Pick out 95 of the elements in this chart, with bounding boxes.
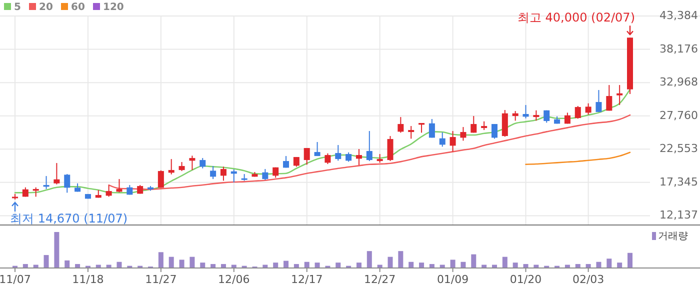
x-tick-label: 11/07: [0, 273, 31, 286]
legend-label: 120: [103, 2, 124, 13]
bar: [628, 252, 632, 268]
candlestick: [324, 152, 331, 165]
candlestick: [470, 116, 477, 134]
candlestick: [387, 136, 394, 162]
candlestick: [178, 162, 185, 172]
x-tick-label: 01/20: [510, 273, 542, 286]
candlestick: [398, 116, 404, 134]
candlestick: [574, 106, 581, 120]
bar: [617, 262, 622, 268]
candlestick: [356, 148, 362, 166]
candlestick: [596, 90, 602, 113]
candlestick: [439, 132, 446, 148]
bar: [388, 256, 393, 268]
candlestick: [168, 158, 174, 175]
candlestick: [502, 110, 508, 138]
bar: [179, 260, 184, 268]
y-tick-label: 22,553: [660, 142, 698, 156]
bar: [419, 262, 424, 268]
candlestick: [220, 166, 226, 182]
bar: [190, 256, 195, 268]
candlestick: [544, 110, 550, 124]
candlestick: [418, 122, 425, 134]
candlestick: [522, 104, 529, 119]
candlestick: [428, 118, 435, 138]
bar: [158, 252, 164, 268]
bar: [502, 256, 508, 268]
candlestick: [366, 130, 372, 162]
candlestick: [189, 155, 196, 171]
legend-label: 20: [39, 2, 53, 13]
y-tick-label: 32,968: [660, 76, 698, 89]
bar: [596, 262, 602, 268]
candlestick: [32, 186, 39, 198]
candlestick: [106, 184, 112, 198]
candlestick: [158, 170, 164, 188]
annotation: 최저 14,670 (11/07): [10, 212, 128, 226]
bar: [356, 262, 362, 268]
candlestick: [450, 130, 456, 152]
candlestick: [210, 166, 216, 180]
line-series: [525, 152, 631, 166]
candlestick: [533, 110, 540, 122]
annotation: 최고 40,000 (02/07): [517, 10, 635, 25]
bar: [54, 232, 60, 268]
bar: [64, 260, 70, 268]
candlestick: [408, 126, 414, 140]
y-tick-label: 43,384: [660, 9, 698, 22]
legend-label: 거래량: [658, 231, 688, 242]
bar: [606, 258, 612, 268]
x-tick-label: 12/27: [364, 273, 396, 286]
bar: [304, 262, 310, 268]
bar: [512, 262, 518, 268]
bar: [336, 262, 341, 268]
candlestick: [304, 148, 310, 166]
candlestick: [606, 84, 612, 112]
candlestick: [293, 156, 300, 168]
bar: [314, 262, 320, 268]
candlestick: [200, 158, 206, 169]
candlestick: [460, 126, 466, 142]
candlestick: [346, 152, 352, 162]
candlestick: [491, 124, 498, 140]
x-tick-label: 11/18: [72, 273, 104, 286]
candlestick: [54, 162, 60, 185]
candlestick: [512, 110, 518, 122]
x-tick-label: 11/27: [145, 273, 177, 286]
candlestick: [43, 176, 50, 190]
bar: [460, 262, 466, 268]
candlestick: [314, 142, 320, 157]
bar: [284, 260, 289, 268]
bar: [168, 256, 174, 268]
bar: [116, 262, 122, 268]
candlestick: [585, 102, 592, 116]
y-tick-label: 38,176: [660, 42, 698, 56]
bar: [398, 251, 404, 268]
legend-label: 60: [71, 2, 85, 13]
bar: [200, 262, 206, 268]
candlestick: [335, 144, 342, 162]
candlestick: [616, 84, 623, 106]
bar: [366, 251, 372, 268]
candlestick: [262, 168, 268, 181]
bar: [44, 255, 49, 268]
candlestick: [116, 178, 122, 193]
x-tick-label: 01/09: [436, 273, 469, 286]
y-tick-label: 27,760: [660, 108, 698, 122]
bar: [273, 262, 278, 268]
y-tick-label: 17,345: [660, 175, 698, 188]
x-tick-label: 02/03: [572, 273, 604, 286]
x-tick-label: 12/17: [291, 273, 323, 286]
legend-label: 5: [14, 2, 21, 13]
candlestick: [64, 174, 70, 194]
bar: [450, 260, 456, 268]
bar: [471, 254, 476, 268]
y-tick-label: 12,137: [660, 208, 698, 222]
x-tick-label: 12/06: [218, 273, 250, 286]
bar: [408, 262, 414, 268]
